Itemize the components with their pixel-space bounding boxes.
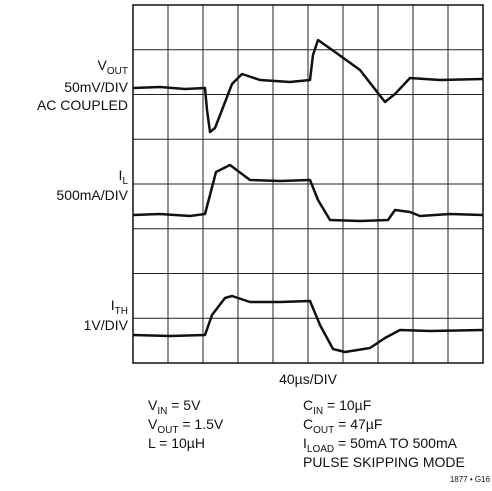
condition-main: V [148,397,158,413]
channel-label: VOUT [98,57,128,77]
channel-note: AC COUPLED [37,97,128,113]
condition: VIN = 5V [148,397,201,417]
condition-main: I [303,435,307,451]
condition-sub: LOAD [307,444,334,455]
condition-main: L = 10µH [148,435,205,451]
condition-sub: OUT [313,425,334,436]
condition-sub: OUT [157,425,178,436]
condition-rest: = 1.5V [178,416,223,432]
condition: PULSE SKIPPING MODE [303,454,465,470]
condition-rest: = 50mA TO 500mA [334,435,457,451]
channel-scale: 50mV/DIV [64,79,128,95]
channel-label: IL [119,167,129,187]
condition-rest: = 47µF [334,416,382,432]
condition: CIN = 10µF [303,397,371,417]
condition: VOUT = 1.5V [148,416,224,436]
condition-main: C [303,397,313,413]
timebase: 40µs/DIV [279,371,338,387]
channel-scale: 1V/DIV [84,317,129,333]
condition-main: PULSE SKIPPING MODE [303,454,465,470]
condition-main: V [148,416,158,432]
condition: L = 10µH [148,435,205,451]
condition-sub: IN [313,406,323,417]
channel-label: ITH [111,297,128,317]
condition-rest: = 10µF [323,397,371,413]
condition: ILOAD = 50mA TO 500mA [303,435,458,455]
condition-sub: IN [157,406,167,417]
plot-frame [132,4,484,364]
condition-main: C [303,416,313,432]
figure-id: 1877 • G16 [450,475,491,484]
il-trace [132,163,484,223]
condition-rest: = 5V [167,397,201,413]
grid [133,5,483,363]
channel-scale: 500mA/DIV [56,187,128,203]
ith-trace [132,294,484,354]
vout-trace [132,38,484,134]
condition: COUT = 47µF [303,416,382,436]
